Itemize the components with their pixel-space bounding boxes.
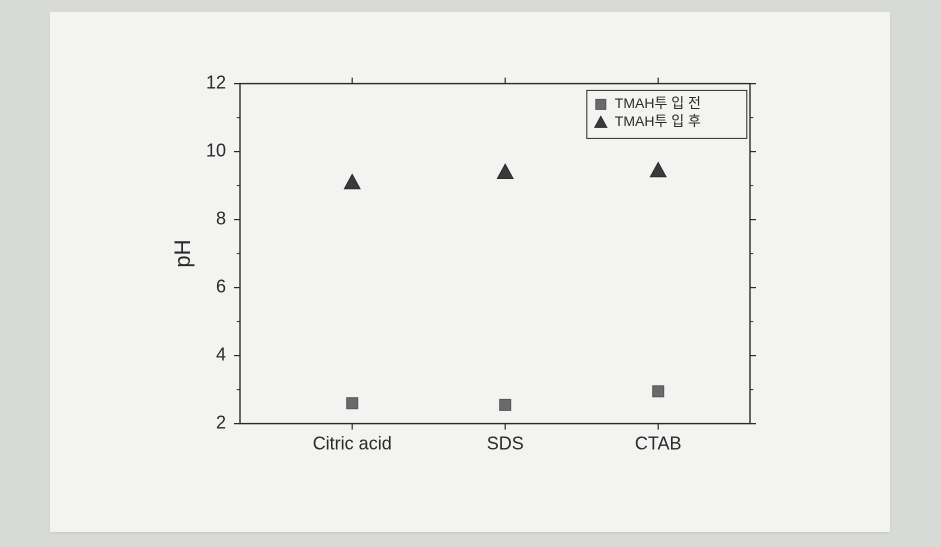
chart-container: 2 4 6 8 10 12 Citric acid SDS CTAB pH TMAH투 입 전 TMA… <box>160 54 780 474</box>
svg-text:4: 4 <box>216 344 226 364</box>
svg-text:Citric acid: Citric acid <box>313 434 392 454</box>
svg-text:12: 12 <box>206 72 226 92</box>
ph-scatter-chart: 2 4 6 8 10 12 Citric acid SDS CTAB pH TMAH투 입 전 TMA… <box>160 54 780 474</box>
paper-sheet: 2 4 6 8 10 12 Citric acid SDS CTAB pH TMAH투 입 전 TMA… <box>50 12 890 532</box>
svg-text:10: 10 <box>206 140 226 160</box>
svg-text:TMAH투 입 전: TMAH투 입 전 <box>615 95 701 111</box>
svg-text:TMAH투 입 후: TMAH투 입 후 <box>615 113 701 129</box>
svg-text:pH: pH <box>170 240 195 268</box>
svg-text:CTAB: CTAB <box>635 434 682 454</box>
svg-text:8: 8 <box>216 208 226 228</box>
svg-text:6: 6 <box>216 276 226 296</box>
page-root: 2 4 6 8 10 12 Citric acid SDS CTAB pH TMAH투 입 전 TMA… <box>0 0 941 547</box>
svg-text:SDS: SDS <box>487 434 524 454</box>
svg-text:2: 2 <box>216 412 226 432</box>
